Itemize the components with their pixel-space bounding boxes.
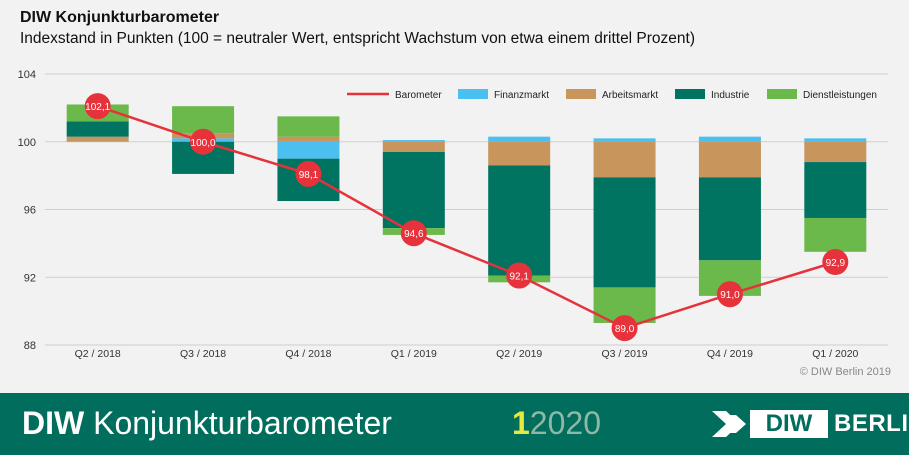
bar-segment-dienstleistungen [804, 217, 867, 252]
barometer-data-label: 89,0 [615, 324, 635, 335]
y-axis: 88 92 96 100 104 [18, 69, 36, 352]
bar-segment-arbeitsmarkt [804, 141, 867, 163]
x-axis: Q2 / 2018 Q3 / 2018 Q4 / 2018 Q1 / 2019 Q2 /… [75, 348, 859, 360]
barometer-line: 102,1 100,0 98,1 94,6 92,1 89,0 91,0 92,9 [84, 93, 849, 342]
bar-segment-industrie [488, 165, 551, 276]
barometer-chart: 88 92 96 100 104 Q2 / 2018 Q3 / 2018 Q4 / 2018… [18, 69, 888, 360]
legend-label: Dienstleistungen [803, 90, 877, 101]
bar-segment-industrie [698, 177, 761, 261]
barometer-data-label: 94,6 [404, 229, 424, 240]
barometer-point [190, 128, 217, 155]
barometer-point [611, 315, 638, 342]
copyright-note: © DIW Berlin 2019 [799, 366, 891, 378]
x-tick-label: Q1 / 2019 [391, 348, 437, 360]
bar-segment-arbeitsmarkt [488, 141, 551, 166]
legend: Barometer Finanzmarkt Arbeitsmarkt Industri… [347, 89, 877, 101]
barometer-point [506, 262, 533, 289]
barometer-data-label: 100,0 [191, 138, 216, 149]
barometer-point [400, 220, 427, 247]
legend-swatch-arbeitsmarkt [566, 89, 596, 99]
y-tick-label: 96 [24, 205, 36, 217]
barometer-data-label: 92,1 [509, 272, 529, 283]
logo-arrow-icon [712, 411, 746, 437]
footer-issue: 12020 [512, 405, 601, 442]
bar-segment-industrie [66, 121, 129, 137]
bar-segment-arbeitsmarkt [698, 141, 761, 178]
bar-segment-finanzmarkt [593, 138, 656, 142]
x-tick-label: Q2 / 2019 [496, 348, 542, 360]
bar-segment-industrie [382, 151, 445, 229]
bar-segment-arbeitsmarkt [382, 141, 445, 152]
legend-swatch-dienstleistungen [767, 89, 797, 99]
chart-subtitle: Indexstand in Punkten (100 = neutraler W… [20, 30, 696, 47]
barometer-line-path [97, 104, 836, 330]
barometer-data-label: 91,0 [720, 290, 740, 301]
barometer-point [822, 249, 849, 276]
barometer-data-label: 98,1 [299, 170, 319, 181]
bar-segment-dienstleistungen [277, 116, 340, 137]
legend-label: Industrie [711, 90, 750, 101]
legend-label: Barometer [395, 90, 442, 101]
legend-label: Finanzmarkt [494, 90, 549, 101]
bar-segment-arbeitsmarkt [66, 136, 129, 142]
legend-swatch-industrie [675, 89, 705, 99]
brand-bold: DIW [22, 405, 85, 441]
bar-segment-finanzmarkt [698, 136, 761, 142]
bar-segment-finanzmarkt [277, 141, 340, 159]
issue-year: 2020 [529, 405, 601, 441]
barometer-data-label: 92,9 [826, 258, 846, 269]
y-tick-label: 100 [18, 137, 36, 149]
y-tick-label: 88 [24, 340, 36, 352]
legend-swatch-finanzmarkt [458, 89, 488, 99]
legend-label: Arbeitsmarkt [602, 90, 658, 101]
x-tick-label: Q3 / 2018 [180, 348, 226, 360]
chart-title: DIW Konjunkturbarometer [20, 9, 220, 26]
footer-publication-title: DIW Konjunkturbarometer [22, 405, 392, 442]
barometer-point [84, 93, 111, 120]
bar-segment-industrie [804, 162, 867, 218]
x-tick-label: Q4 / 2019 [707, 348, 753, 360]
barometer-data-label: 102,1 [85, 102, 110, 113]
y-tick-label: 104 [18, 69, 36, 81]
logo-text: DIW [750, 410, 828, 438]
y-tick-label: 92 [24, 272, 36, 284]
bar-segment-finanzmarkt [488, 136, 551, 142]
x-tick-label: Q2 / 2018 [75, 348, 121, 360]
grid-lines [45, 73, 888, 346]
x-tick-label: Q3 / 2019 [602, 348, 648, 360]
barometer-point [295, 160, 322, 187]
logo-city: BERLIN [834, 410, 909, 437]
issue-number: 1 [512, 405, 530, 441]
bar-segment-arbeitsmarkt [277, 136, 340, 142]
brand-rest: Konjunkturbarometer [84, 405, 392, 441]
bar-segment-finanzmarkt [382, 140, 445, 142]
bar-segment-arbeitsmarkt [593, 141, 656, 178]
footer-banner: DIW Konjunkturbarometer 12020 DIW BERLIN [0, 393, 909, 455]
x-tick-label: Q1 / 2020 [812, 348, 858, 360]
bar-segment-industrie [593, 177, 656, 288]
bar-segment-finanzmarkt [804, 138, 867, 142]
barometer-point [716, 281, 743, 308]
x-tick-label: Q4 / 2018 [285, 348, 331, 360]
